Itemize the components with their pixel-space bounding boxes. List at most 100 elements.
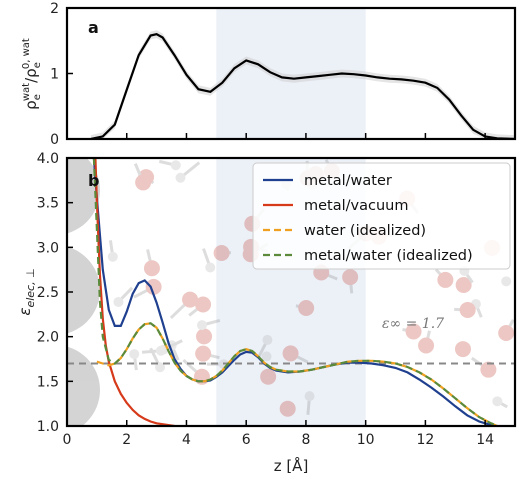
hydrogen-atom bbox=[261, 351, 272, 362]
legend-box bbox=[252, 162, 511, 270]
molecule-bond bbox=[424, 330, 431, 346]
panel-b-xtick-label: 0 bbox=[63, 432, 72, 448]
panel-a-ylabel-main-2: ρ bbox=[22, 68, 40, 78]
metal-atom bbox=[67, 346, 100, 426]
molecule-bond bbox=[505, 278, 511, 283]
panel-b-xtick-label: 8 bbox=[301, 432, 310, 448]
oxygen-atom bbox=[459, 301, 476, 318]
hline-label: ε∞ = 1.7 bbox=[382, 316, 444, 332]
molecule-bond bbox=[203, 334, 207, 338]
oxygen-atom bbox=[498, 325, 515, 342]
panel-a-ytick-label: 1 bbox=[50, 67, 59, 83]
panel-b: 1.0 1.5 2.0 2.5 3.0 3.5 4.0 0 2 4 6 8 10 12 14 b ε∞ =… bbox=[16, 151, 517, 475]
molecule-bond bbox=[133, 163, 145, 184]
oxygen-atom bbox=[195, 345, 212, 362]
panel-b-xlabel: z [Å] bbox=[274, 456, 309, 475]
hydrogen-atom bbox=[492, 396, 503, 407]
molecule-bond bbox=[179, 161, 201, 179]
hydrogen-atom bbox=[175, 172, 186, 183]
hydrogen-atom bbox=[205, 262, 216, 273]
molecule-bond bbox=[145, 175, 155, 185]
panel-a-ylabel-sub-2: e bbox=[32, 62, 43, 68]
molecule-bond bbox=[504, 319, 515, 334]
oxygen-atom bbox=[405, 323, 422, 340]
oxygen-atom bbox=[213, 244, 230, 261]
panel-b-xtick-label: 12 bbox=[416, 432, 434, 448]
panel-a-ylabel-main-1: ρ bbox=[22, 100, 40, 110]
molecule-bond bbox=[117, 286, 134, 304]
molecule-bond bbox=[141, 349, 162, 354]
molecule-bond bbox=[202, 248, 212, 269]
legend-label: water (idealized) bbox=[304, 223, 426, 239]
molecule-bond bbox=[348, 276, 354, 294]
molecule-bond bbox=[295, 304, 307, 310]
panel-b-ylabel-sub: elec, ⊥ bbox=[24, 268, 37, 307]
series-line-metal-vacuum bbox=[94, 158, 175, 426]
molecule-bond bbox=[149, 347, 162, 368]
oxygen-atom bbox=[418, 337, 435, 354]
molecule-bond bbox=[201, 318, 221, 327]
oxygen-atom bbox=[342, 269, 359, 286]
panel-a-ylabel-sub-1: e bbox=[32, 94, 43, 100]
panel-a-ylabel-sup-2: 0, wat bbox=[21, 38, 32, 69]
oxygen-atom bbox=[260, 368, 277, 385]
molecule-bond bbox=[320, 271, 338, 281]
panel-b-ylabel: εelec, ⊥ bbox=[16, 268, 37, 315]
panel-b-xtick-label: 6 bbox=[242, 432, 251, 448]
hydrogen-atom bbox=[304, 391, 315, 402]
panel-a-letter: a bbox=[88, 18, 99, 37]
molecule-bond bbox=[256, 339, 269, 359]
panel-b-letter: b bbox=[88, 171, 99, 190]
metal-atom bbox=[67, 158, 100, 234]
oxygen-atom bbox=[145, 278, 162, 295]
panel-b-xtick-label: 14 bbox=[476, 432, 494, 448]
molecule-bond bbox=[434, 268, 447, 281]
molecule-bond bbox=[132, 353, 138, 371]
panel-b-ylabel-main: ε bbox=[16, 308, 34, 316]
molecule-bond bbox=[474, 303, 483, 318]
panel-b-xtick-label: 10 bbox=[357, 432, 375, 448]
panel-b-xtick-label: 4 bbox=[182, 432, 191, 448]
molecule-bond bbox=[169, 298, 192, 320]
molecule-bond bbox=[462, 280, 469, 287]
molecule-bond bbox=[108, 240, 115, 257]
metal-atom bbox=[67, 246, 100, 334]
molecule-bond bbox=[457, 346, 464, 351]
panel-a-ytick-label: 0 bbox=[50, 132, 59, 148]
molecule-bond bbox=[454, 307, 468, 312]
panel-a-series-line bbox=[90, 33, 515, 139]
molecule-bond bbox=[202, 352, 220, 360]
molecule-bond bbox=[289, 352, 309, 364]
hydrogen-atom bbox=[107, 251, 118, 262]
series-line-metal-water bbox=[92, 158, 498, 426]
hydrogen-atom bbox=[170, 160, 181, 171]
legend-label: metal/water (idealized) bbox=[304, 248, 473, 264]
oxygen-atom bbox=[182, 291, 199, 308]
molecule-bond bbox=[188, 303, 204, 317]
panel-a-ylabel-sup-1: wat bbox=[21, 83, 32, 101]
oxygen-atom bbox=[437, 271, 454, 288]
oxygen-atom bbox=[279, 400, 296, 417]
hydrogen-atom bbox=[155, 362, 166, 373]
oxygen-atom bbox=[138, 169, 155, 186]
legend: metal/water metal/vacuum water (idealized)… bbox=[252, 162, 511, 270]
oxygen-atom bbox=[480, 361, 497, 378]
legend-label: metal/water bbox=[304, 173, 392, 189]
panel-b-ytick-label: 3.0 bbox=[37, 240, 59, 256]
panel-b-ytick-label: 3.5 bbox=[37, 196, 59, 212]
molecule-bond bbox=[146, 249, 154, 269]
hydrogen-atom bbox=[501, 276, 512, 287]
oxygen-atom bbox=[196, 328, 213, 345]
molecule-bond bbox=[283, 407, 289, 412]
molecule-bond bbox=[306, 396, 312, 415]
panel-b-ytick-label: 2.0 bbox=[37, 330, 59, 346]
molecule-bond bbox=[463, 270, 474, 284]
hydrogen-atom bbox=[113, 296, 124, 307]
oxygen-atom bbox=[454, 341, 471, 358]
legend-label: metal/vacuum bbox=[304, 198, 408, 214]
oxygen-atom bbox=[298, 300, 315, 317]
panel-b-ytick-label: 1.0 bbox=[37, 419, 59, 435]
oxygen-atom bbox=[455, 277, 472, 294]
oxygen-atom bbox=[282, 345, 299, 362]
